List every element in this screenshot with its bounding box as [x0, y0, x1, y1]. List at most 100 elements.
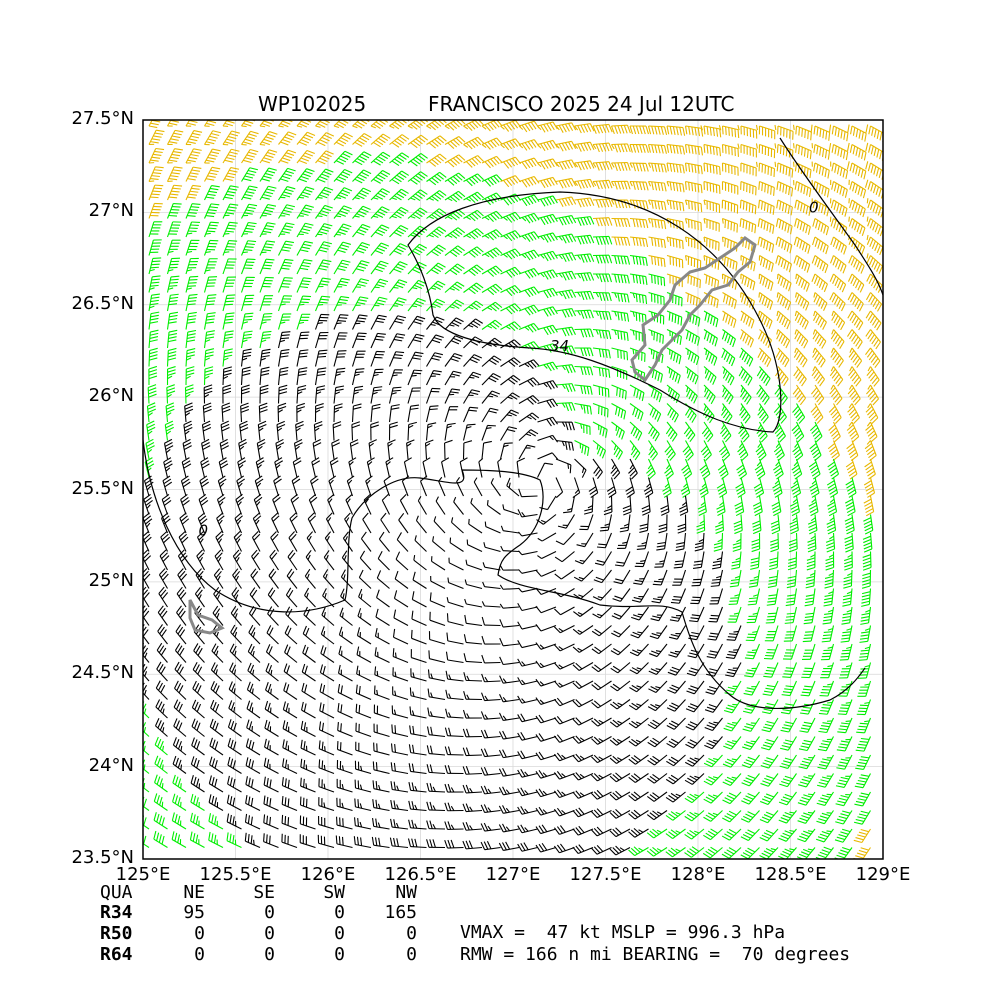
- wind-barb: [480, 840, 501, 851]
- wind-barb: [185, 148, 202, 164]
- wind-barb: [481, 137, 503, 150]
- wind-barb: [388, 421, 398, 441]
- wind-barb: [609, 736, 631, 746]
- wind-barb: [725, 662, 742, 678]
- wind-barb: [210, 699, 224, 719]
- wind-barb: [795, 292, 810, 311]
- wind-barb: [174, 643, 187, 663]
- wind-barb: [296, 240, 313, 256]
- wind-barb: [365, 475, 373, 497]
- wind-barb: [388, 386, 402, 404]
- wind-barb: [740, 847, 760, 859]
- wind-barb: [466, 539, 483, 552]
- wind-barb: [241, 221, 257, 238]
- wind-barb: [222, 185, 239, 201]
- wind-barb: [823, 588, 835, 607]
- wind-barb: [518, 444, 536, 460]
- wind-barb: [265, 663, 279, 682]
- wind-barb: [315, 277, 331, 293]
- wind-barb: [370, 296, 388, 312]
- wind-barb: [244, 832, 261, 849]
- wind-barb: [664, 458, 674, 480]
- wind-barb: [425, 422, 437, 441]
- wind-barb: [792, 124, 812, 141]
- wind-barb: [407, 243, 428, 256]
- wind-barb: [563, 495, 576, 514]
- wind-barb: [473, 477, 483, 497]
- wind-barb: [535, 642, 557, 650]
- wind-barb: [668, 625, 686, 640]
- radii-value-cell: 0: [194, 944, 205, 965]
- wind-barb: [463, 653, 483, 664]
- wind-barb: [498, 749, 520, 759]
- wind-barb: [782, 662, 798, 678]
- wind-barbs: [143, 120, 883, 859]
- wind-barb: [376, 589, 390, 608]
- wind-barb: [717, 458, 729, 480]
- wind-barb: [764, 625, 779, 642]
- wind-barb: [684, 143, 704, 156]
- storm-id-title: WP102025: [258, 92, 367, 116]
- x-tick-label: 125.5°E: [199, 864, 272, 885]
- wind-barb: [797, 810, 816, 824]
- wind-barb: [865, 124, 883, 142]
- storm-info-title: FRANCISCO 2025 24 Jul 12UTC: [428, 92, 735, 116]
- wind-barb: [830, 236, 847, 255]
- wind-barb: [835, 791, 853, 807]
- radii-row-label: R50: [100, 923, 133, 944]
- wind-barb: [761, 699, 779, 715]
- wind-barb: [446, 613, 464, 627]
- wind-barb: [200, 457, 210, 478]
- wind-barb: [166, 221, 182, 238]
- wind-barb: [263, 757, 279, 774]
- wind-barb: [610, 458, 621, 480]
- wind-barb: [703, 791, 723, 804]
- wind-barb: [278, 149, 297, 164]
- wind-barb: [185, 366, 195, 386]
- wind-barb: [812, 236, 829, 255]
- wind-barb: [209, 756, 224, 774]
- wind-barb: [745, 625, 761, 642]
- wind-barb: [804, 588, 816, 607]
- wind-barb: [865, 329, 881, 350]
- wind-barb: [835, 773, 853, 788]
- wind-barb: [591, 643, 612, 655]
- wind-barb: [373, 685, 390, 701]
- wind-barb: [174, 680, 187, 700]
- radii-value-cell: 0: [194, 923, 205, 944]
- r34-contour-south: [143, 439, 866, 710]
- wind-barb: [518, 488, 538, 498]
- wind-barb: [826, 514, 837, 535]
- wind-barb: [388, 351, 405, 367]
- wind-barb: [591, 680, 612, 691]
- wind-barb: [740, 828, 760, 842]
- wind-barb: [463, 318, 483, 330]
- wind-barb: [259, 240, 276, 256]
- wind-barb: [500, 426, 517, 441]
- wind-barb: [835, 810, 853, 825]
- wind-barb: [296, 259, 313, 275]
- wind-barb: [629, 180, 649, 191]
- wind-barb: [314, 385, 326, 404]
- wind-barb: [265, 644, 279, 663]
- wind-barb: [628, 828, 649, 838]
- wind-barb: [592, 235, 613, 245]
- wind-barb: [787, 551, 798, 571]
- radii-row-label: R34: [100, 902, 133, 923]
- wind-barb: [366, 457, 375, 478]
- wind-barb: [827, 440, 840, 462]
- wind-barb: [633, 569, 649, 585]
- wind-barb: [240, 258, 256, 275]
- wind-barb: [537, 324, 558, 336]
- wind-barb: [409, 725, 427, 738]
- wind-barb: [373, 704, 390, 719]
- wind-barb: [710, 569, 724, 587]
- wind-barb: [771, 495, 782, 517]
- wind-barb: [572, 772, 594, 781]
- wind-barb: [285, 606, 298, 626]
- wind-barb: [572, 625, 594, 635]
- wind-barb: [481, 440, 492, 460]
- wind-barb: [370, 386, 383, 404]
- wind-barb: [267, 587, 279, 608]
- wind-barb: [389, 188, 409, 201]
